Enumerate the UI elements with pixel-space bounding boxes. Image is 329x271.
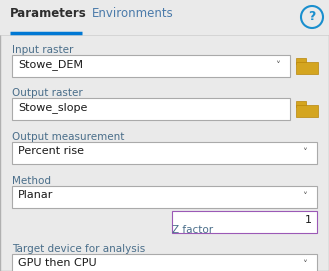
Bar bbox=[12, 142, 317, 164]
Text: Stowe_slope: Stowe_slope bbox=[18, 102, 88, 113]
Text: 1: 1 bbox=[305, 215, 312, 225]
Text: 1: 1 bbox=[0, 270, 1, 271]
Text: Input raster: Input raster bbox=[12, 45, 73, 55]
Bar bbox=[12, 186, 317, 208]
Text: ˅: ˅ bbox=[303, 148, 307, 158]
Text: Target device for analysis: Target device for analysis bbox=[12, 244, 145, 254]
Text: Z factor: Z factor bbox=[172, 225, 213, 235]
Bar bbox=[12, 98, 290, 120]
Text: ˅: ˅ bbox=[303, 192, 307, 202]
Text: ˅: ˅ bbox=[303, 260, 307, 270]
Text: ?: ? bbox=[308, 11, 316, 24]
Bar bbox=[296, 105, 318, 117]
Text: Output measurement: Output measurement bbox=[12, 132, 124, 142]
Bar bbox=[296, 101, 306, 107]
Bar bbox=[12, 55, 290, 77]
Text: Output raster: Output raster bbox=[12, 88, 83, 98]
Text: Environments: Environments bbox=[92, 7, 174, 20]
Text: Planar: Planar bbox=[18, 190, 53, 200]
Text: Parameters: Parameters bbox=[10, 7, 87, 20]
Text: GPU then CPU: GPU then CPU bbox=[18, 258, 97, 268]
Bar bbox=[296, 63, 318, 74]
Text: Stowe_DEM: Stowe_DEM bbox=[18, 59, 83, 70]
Bar bbox=[296, 58, 306, 64]
Text: Method: Method bbox=[12, 176, 51, 186]
Bar bbox=[172, 211, 317, 233]
Bar bbox=[12, 254, 317, 271]
Text: ˅: ˅ bbox=[276, 61, 280, 71]
Bar bbox=[0, 0, 329, 35]
Text: Percent rise: Percent rise bbox=[18, 146, 84, 156]
